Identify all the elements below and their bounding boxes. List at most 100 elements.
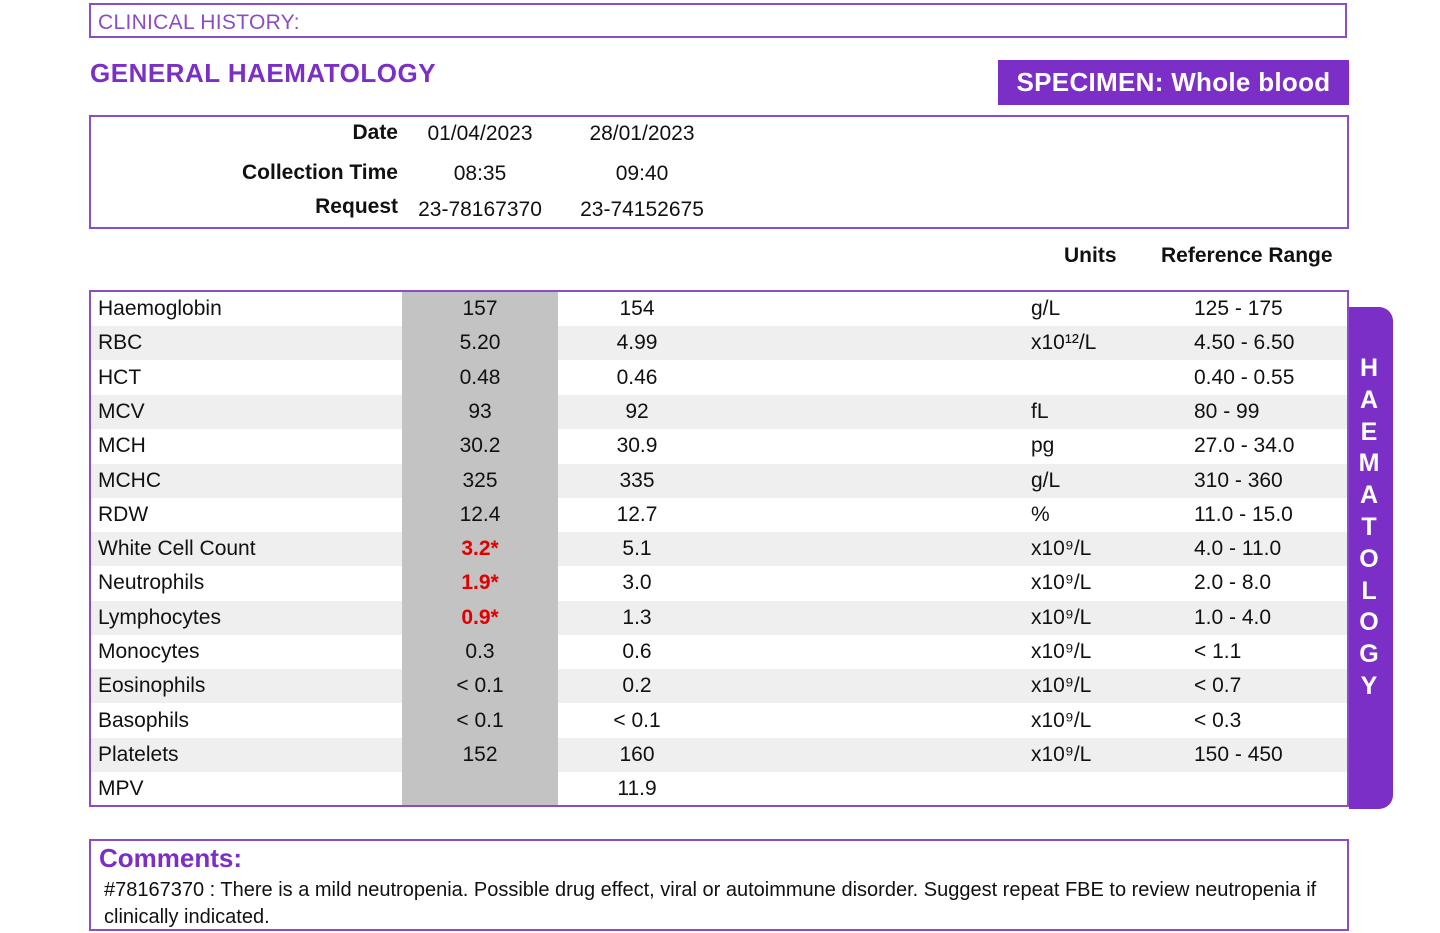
reference-range: 0.40 - 0.55 [1194,365,1295,389]
test-name: Haemoglobin [98,297,222,320]
result-value-previous: 154 [619,297,655,320]
result-value-previous: 335 [619,468,655,492]
result-value-latest: 30.2 [459,434,501,458]
table-row: Lymphocytes 0.9* 1.3 x10⁹/L 1.0 - 4.0 [91,600,1347,635]
result-value-latest: 152 [462,742,498,766]
side-tab-letter: M [1358,449,1380,478]
reference-range: 4.50 - 6.50 [1194,331,1295,355]
result-value-latest: 12.4 [459,502,501,526]
comments-box: Comments: #78167370 : There is a mild ne… [89,839,1349,931]
side-tab-letter: G [1359,640,1379,669]
request-label: Request [315,195,398,218]
section-title: GENERAL HAEMATOLOGY [90,58,437,88]
comments-text: #78167370 : There is a mild neutropenia.… [104,879,1317,928]
test-name: HCT [98,365,142,389]
table-row: MPV 11.9 [91,772,1347,805]
result-unit: x10⁹/L [1031,742,1092,766]
test-name: White Cell Count [98,537,256,561]
test-name: Platelets [98,742,179,766]
table-row: Haemoglobin 157 154 g/L 125 - 175 [91,292,1347,326]
reference-range: 4.0 - 11.0 [1194,537,1282,561]
result-value-latest: 5.20 [459,331,501,355]
result-value-previous: 5.1 [622,537,652,561]
side-tab-letter: Y [1360,672,1378,700]
reference-range: < 0.7 [1194,674,1242,698]
request-header-box: Date Collection Time Request 01/04/2023 … [89,115,1349,229]
table-row: MCHC 325 335 g/L 310 - 360 [91,463,1347,498]
table-row: MCH 30.2 30.9 pg 27.0 - 34.0 [91,429,1347,463]
side-tab-letter: H [1359,354,1379,382]
result-value-latest [402,772,558,805]
table-row: RDW 12.4 12.7% 11.0 - 15.0 [91,498,1347,532]
collection-time-label: Collection Time [242,161,398,184]
result-unit: x10⁹/L [1031,708,1092,732]
result-value-previous: 1.3 [622,605,652,629]
result-value-previous: 0.2 [622,674,652,698]
result-unit: fL [1031,399,1049,423]
units-header: Units [1064,244,1117,267]
result-value-previous: 3.0 [622,571,652,595]
date-label: Date [352,121,398,144]
result-unit: % [1031,502,1050,526]
test-name: Neutrophils [98,571,205,595]
side-tab-letter: O [1359,608,1379,637]
test-name: Basophils [98,708,190,732]
result-value-previous: 30.9 [616,434,658,458]
side-tab-letter: A [1359,481,1379,510]
result-unit: x10⁹/L [1031,674,1092,698]
reference-range: 310 - 360 [1194,468,1283,492]
result-unit: g/L [1031,297,1061,320]
result-value-latest: 0.48 [459,365,501,389]
table-row: RBC 5.20 4.99 x10¹²/L 4.50 - 6.50 [91,326,1347,361]
request-value-1: 23-78167370 [418,198,542,221]
reference-range: 125 - 175 [1194,297,1283,320]
table-row: Eosinophils < 0.1 0.2 x10⁹/L < 0.7 [91,669,1347,704]
result-value-previous: 0.46 [616,365,658,389]
table-row: HCT 0.48 0.46 0.40 - 0.55 [91,361,1347,395]
table-row: MCV 93 92 fL 80 - 99 [91,394,1347,429]
reference-range: 2.0 - 8.0 [1194,571,1272,595]
table-row: White Cell Count 3.2* 5.1 x10⁹/L 4.0 - 11.0 [91,532,1347,567]
table-row: Neutrophils 1.9* 3.0 x10⁹/L 2.0 - 8.0 [91,566,1347,600]
reference-range: < 0.3 [1194,708,1242,732]
table-row: Monocytes 0.3 0.6 x10⁹/L < 1.1 [91,635,1347,669]
test-name: Lymphocytes [98,605,221,629]
result-unit: x10⁹/L [1031,537,1092,561]
side-tab-letter: E [1360,417,1378,446]
result-value-latest: 93 [468,399,492,423]
request-value-2: 23-74152675 [580,198,704,221]
date-value-2: 28/01/2023 [589,122,695,145]
side-tab-letter: L [1361,576,1377,605]
side-tab-letter: A [1359,385,1379,414]
result-unit: x10¹²/L [1031,331,1097,355]
comments-title: Comments: [99,843,243,873]
reference-range: 27.0 - 34.0 [1194,434,1295,458]
result-value-previous: 12.7 [616,502,658,526]
table-row: Basophils < 0.1 < 0.1 x10⁹/L < 0.3 [91,704,1347,738]
side-tab-letter: O [1359,544,1379,573]
result-unit: x10⁹/L [1031,640,1092,663]
reference-range: 80 - 99 [1194,399,1260,423]
reference-range: < 1.1 [1194,640,1242,663]
result-value-latest: 157 [462,297,498,320]
test-name: Eosinophils [98,674,206,698]
result-unit: pg [1031,434,1055,458]
time-value-1: 08:35 [453,162,507,185]
result-value-previous: 0.6 [622,640,652,663]
result-value-latest: < 0.1 [456,674,504,698]
result-value-latest: 3.2* [461,537,499,561]
test-name: MPV [98,777,144,801]
result-value-latest: 0.9* [461,605,499,629]
test-name: RBC [98,331,143,355]
result-value-previous: < 0.1 [613,708,661,732]
result-value-previous: 92 [625,399,649,423]
table-row: Platelets 152 160 x10⁹/L 150 - 450 [91,737,1347,772]
result-value-previous: 160 [619,742,655,766]
reference-range-header: Reference Range [1161,244,1333,267]
test-name: MCH [98,434,146,458]
results-table: Haemoglobin 157 154 g/L 125 - 175 RBC 5.20 4.99… [89,290,1349,807]
test-name: MCV [98,399,145,423]
result-value-latest: 325 [462,468,498,492]
date-value-1: 01/04/2023 [427,122,533,145]
